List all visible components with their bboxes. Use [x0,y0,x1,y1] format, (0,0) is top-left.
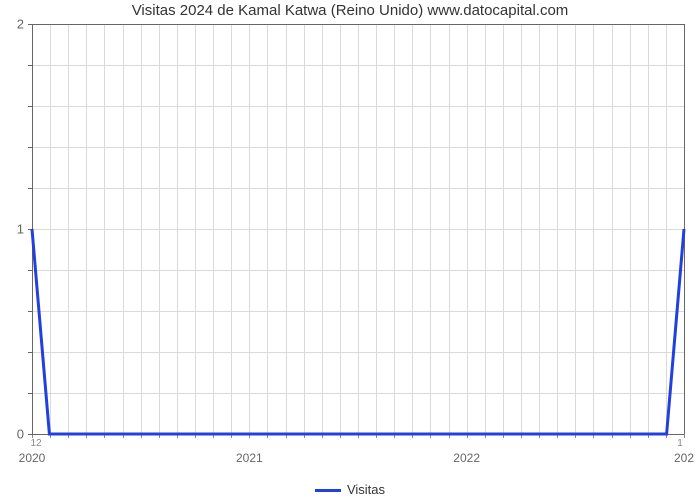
series-line [0,0,700,500]
chart-container: Visitas 2024 de Kamal Katwa (Reino Unido… [0,0,700,500]
